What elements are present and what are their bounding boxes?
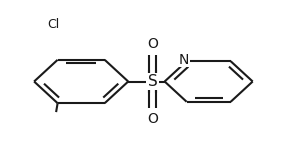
Text: Cl: Cl xyxy=(48,18,60,31)
Text: O: O xyxy=(147,37,158,51)
Text: O: O xyxy=(147,112,158,126)
Text: N: N xyxy=(178,53,189,67)
Text: S: S xyxy=(148,74,157,89)
